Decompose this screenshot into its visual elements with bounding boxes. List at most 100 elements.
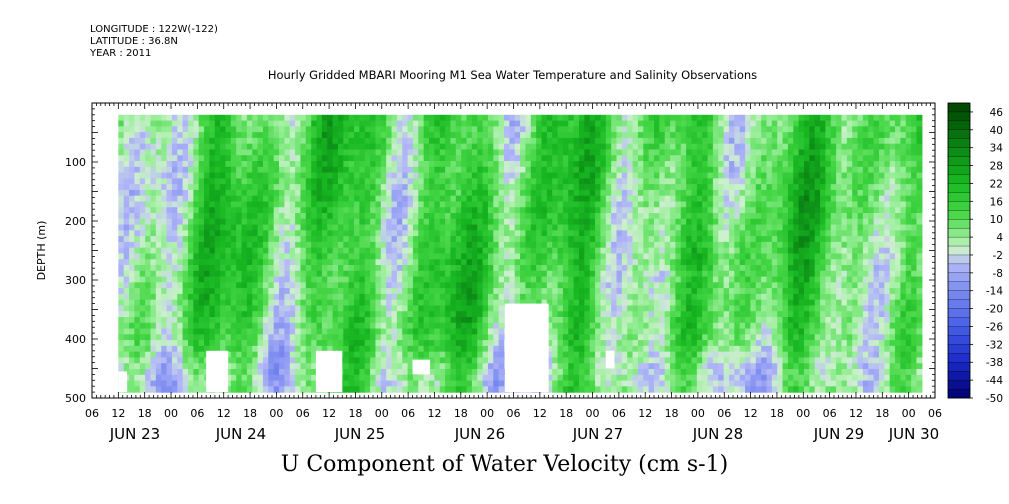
heatmap-cell	[557, 368, 564, 376]
heatmap-cell	[198, 351, 205, 359]
heatmap-cell	[391, 149, 398, 156]
heatmap-cell	[193, 155, 200, 162]
heatmap-cell	[230, 311, 237, 318]
heatmap-cell	[546, 189, 553, 197]
heatmap-cell	[225, 253, 232, 260]
heatmap-cell	[241, 270, 248, 278]
heatmap-cell	[504, 172, 510, 179]
heatmap-cell	[370, 340, 377, 347]
heatmap-cell	[664, 276, 671, 283]
heatmap-cell	[150, 247, 157, 255]
heatmap-cell	[321, 143, 328, 151]
heatmap-cell	[220, 270, 227, 278]
heatmap-cell	[230, 265, 237, 272]
heatmap-cell	[193, 386, 200, 393]
heatmap-cell	[434, 253, 441, 260]
heatmap-cell	[150, 357, 157, 364]
heatmap-cell	[123, 340, 130, 347]
heatmap-cell	[450, 299, 457, 307]
heatmap-cell	[279, 322, 285, 330]
heatmap-cell	[257, 149, 264, 156]
heatmap-cell	[305, 386, 312, 393]
heatmap-cell	[150, 276, 157, 283]
heatmap-cell	[530, 120, 537, 127]
heatmap-cell	[321, 155, 328, 162]
heatmap-cell	[187, 120, 194, 127]
heatmap-cell	[257, 374, 264, 382]
heatmap-cell	[407, 189, 414, 197]
heatmap-cell	[621, 374, 628, 382]
heatmap-cell	[600, 311, 607, 318]
heatmap-cell	[246, 305, 253, 312]
heatmap-cell	[241, 132, 248, 139]
heatmap-cell	[595, 166, 602, 174]
heatmap-cell	[300, 114, 307, 122]
heatmap-cell	[595, 351, 602, 359]
heatmap-cell	[487, 241, 494, 249]
heatmap-cell	[279, 317, 285, 324]
heatmap-cell	[230, 340, 237, 347]
heatmap-cell	[654, 253, 660, 260]
heatmap-cell	[445, 270, 452, 278]
heatmap-cell	[584, 132, 591, 139]
heatmap-cell	[482, 386, 489, 393]
heatmap-cell	[423, 374, 430, 382]
heatmap-cell	[182, 322, 189, 330]
heatmap-cell	[579, 241, 585, 249]
heatmap-cell	[134, 299, 141, 307]
heatmap-cell	[123, 259, 130, 266]
heatmap-cell	[262, 334, 269, 341]
heatmap-cell	[236, 201, 243, 208]
heatmap-cell	[659, 317, 666, 324]
heatmap-cell	[482, 201, 489, 208]
heatmap-cell	[670, 293, 677, 301]
heatmap-cell	[273, 276, 280, 283]
heatmap-cell	[295, 236, 302, 243]
heatmap-cell	[579, 368, 585, 376]
heatmap-cell	[412, 374, 419, 382]
heatmap-cell	[412, 299, 419, 307]
heatmap-cell	[241, 137, 248, 145]
heatmap-cell	[214, 322, 221, 330]
heatmap-cell	[487, 340, 494, 347]
heatmap-cell	[584, 259, 591, 266]
heatmap-cell	[209, 241, 216, 249]
heatmap-cell	[129, 166, 136, 174]
heatmap-cell	[595, 213, 602, 220]
heatmap-cell	[616, 357, 623, 364]
heatmap-cell	[327, 276, 334, 283]
heatmap-cell	[316, 311, 323, 318]
heatmap-cell	[595, 120, 602, 127]
heatmap-cell	[252, 293, 259, 301]
heatmap-cell	[241, 299, 248, 307]
heatmap-cell	[316, 213, 323, 220]
heatmap-cell	[139, 195, 146, 203]
heatmap-cell	[262, 224, 269, 231]
heatmap-cell	[445, 265, 452, 272]
heatmap-cell	[348, 247, 355, 255]
heatmap-cell	[155, 380, 162, 387]
heatmap-cell	[525, 178, 532, 185]
heatmap-cell	[637, 184, 644, 191]
heatmap-cell	[589, 143, 596, 151]
heatmap-cell	[295, 363, 302, 370]
heatmap-cell	[611, 270, 618, 278]
heatmap-cell	[584, 149, 591, 156]
heatmap-cell	[204, 288, 211, 295]
heatmap-cell	[273, 230, 280, 237]
heatmap-cell	[445, 184, 452, 191]
heatmap-cell	[568, 149, 575, 156]
heatmap-cell	[482, 247, 489, 255]
heatmap-cell	[262, 201, 269, 208]
heatmap-cell	[471, 357, 478, 364]
heatmap-cell	[327, 114, 334, 122]
heatmap-cell	[445, 380, 452, 387]
heatmap-cell	[407, 126, 414, 133]
heatmap-cell	[632, 368, 639, 376]
heatmap-cell	[134, 230, 141, 237]
heatmap-cell	[391, 276, 398, 283]
heatmap-cell	[434, 201, 441, 208]
heatmap-cell	[246, 201, 253, 208]
heatmap-cell	[284, 328, 291, 335]
heatmap-cell	[670, 149, 677, 156]
